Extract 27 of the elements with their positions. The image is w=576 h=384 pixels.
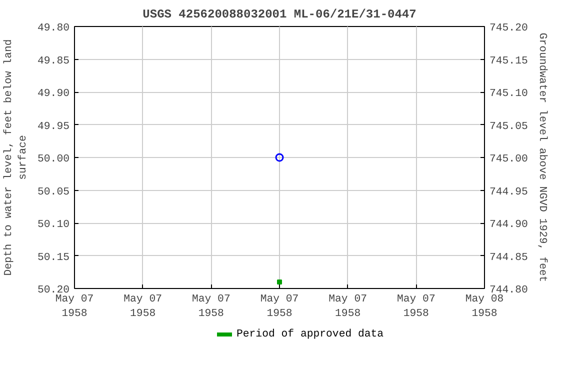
- y-tick-label: 50.05: [38, 186, 70, 198]
- y2-tick-label: 744.85: [490, 252, 528, 264]
- x-tick-label: May 07 1958: [396, 294, 436, 320]
- y-tick-label: 50.00: [38, 154, 70, 166]
- x-tick-label: May 07 1958: [328, 294, 368, 320]
- y-tick-label: 49.80: [38, 22, 70, 34]
- x-tick-label: May 07 1958: [260, 294, 299, 320]
- x-tick-label: May 07 1958: [124, 294, 162, 320]
- y2-tick-label: 745.00: [490, 154, 528, 166]
- legend-label: Period of approved data: [236, 328, 384, 340]
- x-tick-label: May 07 1958: [55, 294, 94, 320]
- y-tick-label: 50.15: [38, 252, 70, 264]
- y-tick-label: 50.10: [38, 219, 70, 231]
- x-tick-label: May 08 1958: [465, 294, 504, 320]
- y2-tick-label: 745.15: [490, 55, 528, 68]
- y2-tick-label: 745.20: [490, 22, 528, 34]
- y2-tick-label: 744.95: [490, 186, 528, 198]
- chart-title: USGS 425620088032001 ML-06/21E/31-0447: [142, 8, 416, 22]
- y-tick-label: 49.90: [38, 88, 70, 100]
- y2-tick-label: 744.90: [490, 219, 528, 231]
- y-tick-label: 49.95: [38, 120, 70, 133]
- y-axis-title: Depth to water level, feet below land surface: [3, 39, 30, 276]
- y-tick-label: 49.85: [38, 55, 70, 68]
- x-tick-label: May 07 1958: [192, 294, 230, 320]
- y2-tick-label: 745.05: [490, 120, 528, 133]
- y2-axis-title: Groundwater level above NGVD 1929, feet: [536, 32, 548, 282]
- y2-tick-label: 745.10: [490, 88, 528, 100]
